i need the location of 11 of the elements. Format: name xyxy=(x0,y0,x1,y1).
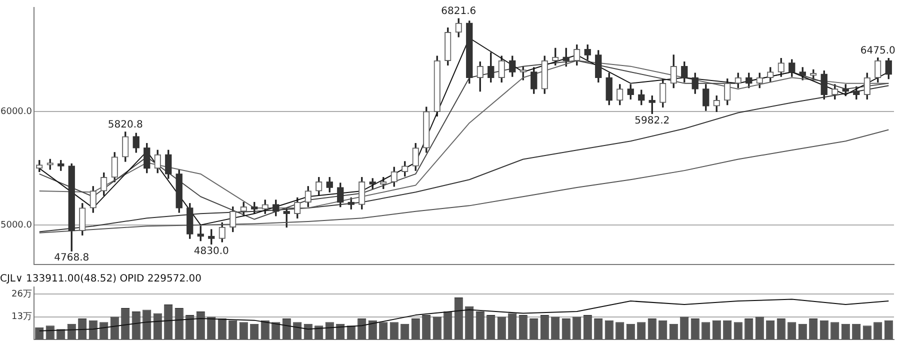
y-tick-label: 6000.0 xyxy=(0,106,32,117)
annotation: 4768.8 xyxy=(54,252,90,264)
annotation: 6475.0 xyxy=(860,45,896,56)
annotation: 4830.0 xyxy=(194,246,229,257)
y-tick-label: 5000.0 xyxy=(0,220,32,230)
annotation: 6821.6 xyxy=(441,6,476,18)
y-tick-label: 13万 xyxy=(12,312,32,322)
annotation: 5820.8 xyxy=(108,120,143,131)
y-tick-label: 26万 xyxy=(12,289,32,300)
chart-title: CJL∨ 133911.00(48.52) OPID 229572.00 xyxy=(0,274,202,285)
annotation: 5982.2 xyxy=(634,115,670,126)
